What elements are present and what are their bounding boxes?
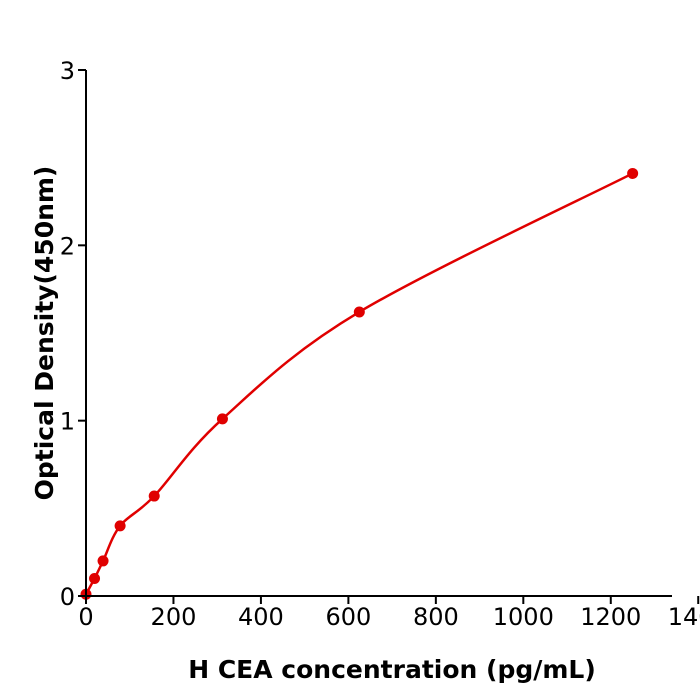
data-point bbox=[148, 490, 160, 502]
data-point bbox=[216, 413, 228, 425]
y-tick-label: 3 bbox=[60, 57, 75, 85]
data-point bbox=[89, 572, 101, 584]
y-tick-label: 1 bbox=[60, 408, 75, 436]
x-tick-label: 800 bbox=[413, 603, 459, 631]
x-tick-label: 600 bbox=[325, 603, 371, 631]
plot-area bbox=[80, 167, 639, 600]
x-tick-label: 0 bbox=[78, 603, 93, 631]
y-tick-label: 2 bbox=[60, 232, 75, 260]
x-tick-label: 200 bbox=[151, 603, 197, 631]
data-point bbox=[353, 306, 365, 318]
y-axis-label: Optical Density(450nm) bbox=[30, 166, 59, 501]
x-tick-label: 1000 bbox=[493, 603, 554, 631]
fit-curve bbox=[84, 172, 634, 595]
x-tick-label: 1200 bbox=[580, 603, 641, 631]
data-point bbox=[114, 520, 126, 532]
data-point bbox=[627, 167, 639, 179]
data-point bbox=[97, 555, 109, 567]
x-axis-label: H CEA concentration (pg/mL) bbox=[188, 655, 596, 684]
x-tick-label: 1400 bbox=[668, 603, 700, 631]
y-tick-label: 0 bbox=[60, 583, 75, 611]
x-tick-label: 400 bbox=[238, 603, 284, 631]
